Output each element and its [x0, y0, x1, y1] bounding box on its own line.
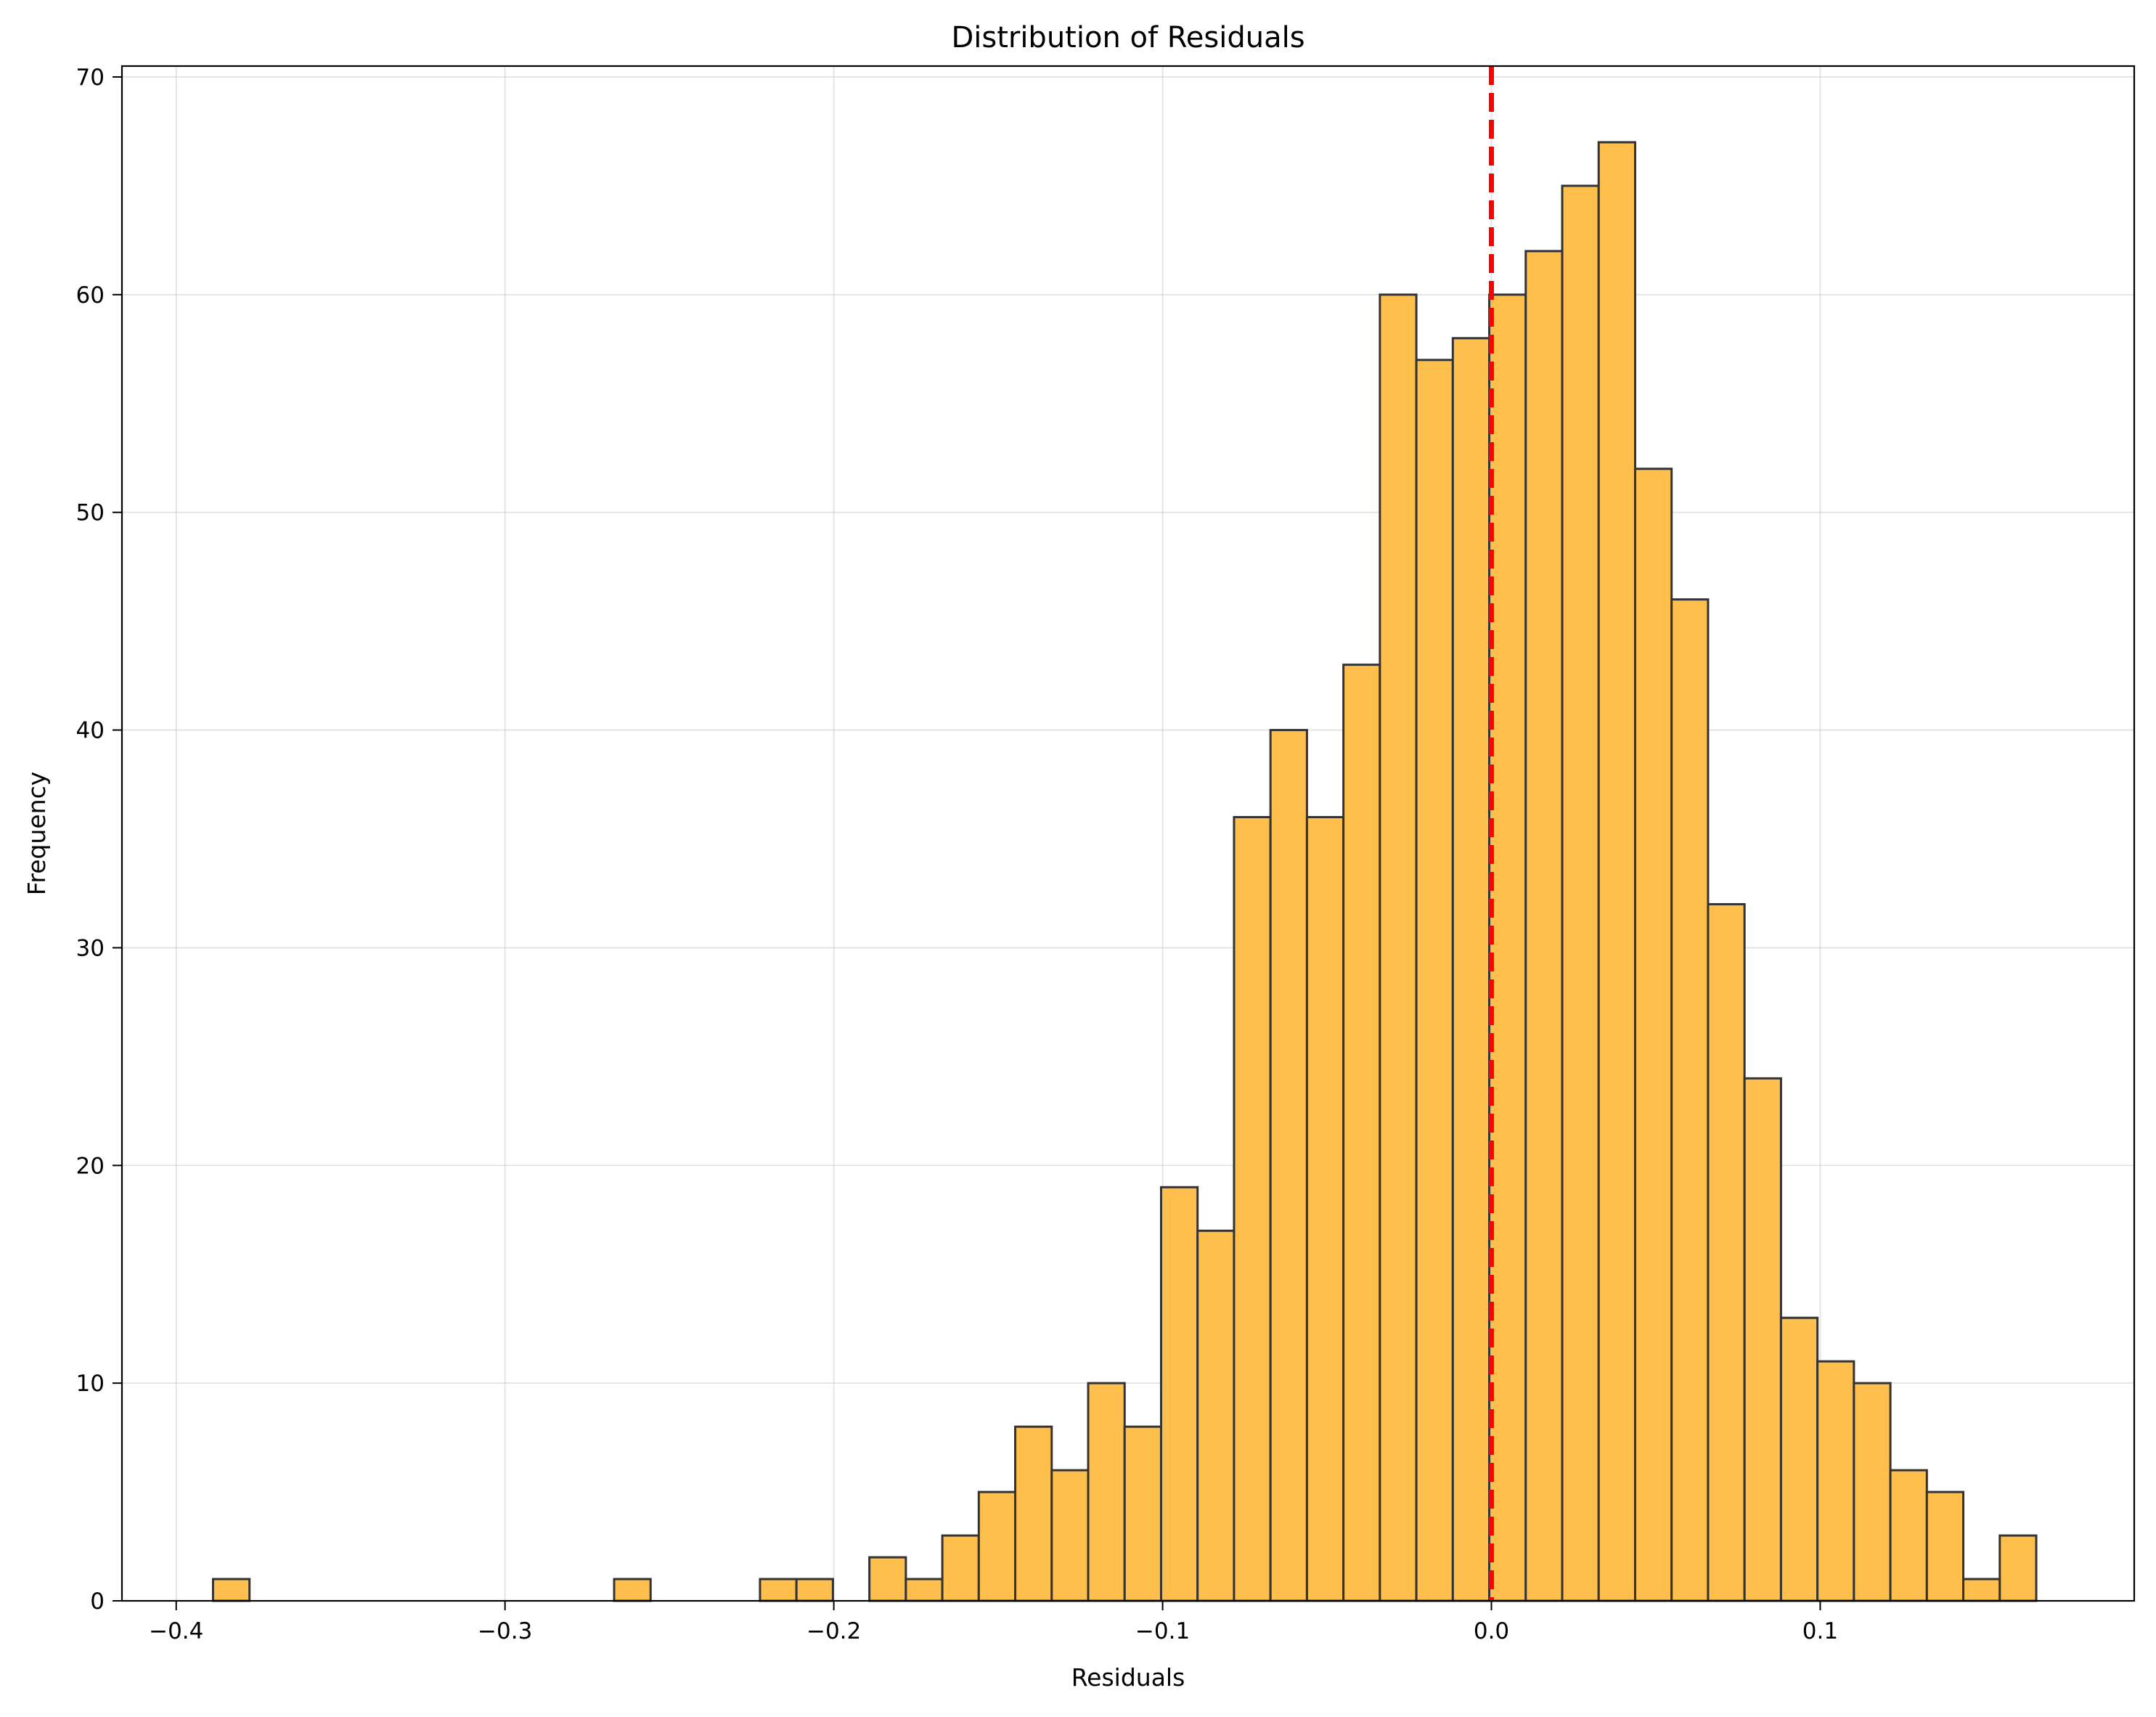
histogram-bar [1670, 598, 1710, 1602]
x-tick-label: −0.3 [478, 1618, 532, 1644]
histogram-bar [1269, 729, 1308, 1602]
y-tick-label: 0 [90, 1588, 105, 1615]
y-axis-title: Frequency [23, 772, 51, 895]
histogram-bar [1050, 1469, 1090, 1602]
histogram-bar [1524, 250, 1564, 1602]
plot-area-frame [121, 65, 2136, 1602]
histogram-bar [1597, 141, 1636, 1602]
x-tick-label: 0.0 [1474, 1618, 1509, 1644]
histogram-bar [1816, 1360, 1855, 1602]
histogram-bar [1925, 1490, 1965, 1602]
histogram-bar [795, 1578, 834, 1602]
grid-lines [122, 66, 2134, 1602]
x-axis-ticks: −0.4 −0.3 −0.2 −0.1 0.0 0.1 [149, 1601, 1838, 1644]
x-tick-label: −0.2 [807, 1618, 861, 1644]
y-tick-label: 50 [76, 500, 105, 526]
histogram-bar [1123, 1425, 1162, 1602]
histogram-bar [1962, 1578, 2001, 1602]
histogram-bar [1633, 468, 1673, 1602]
y-tick-label: 30 [76, 935, 105, 961]
y-tick-label: 10 [76, 1371, 105, 1397]
histogram-bar [1853, 1382, 1892, 1602]
histogram-bar [1889, 1469, 1928, 1602]
histogram-bar [1159, 1186, 1199, 1602]
histogram-bar [1087, 1382, 1126, 1602]
histogram-bar [1743, 1077, 1782, 1602]
histogram-bar [211, 1578, 251, 1602]
y-tick-label: 40 [76, 718, 105, 744]
histogram-bar [905, 1578, 944, 1602]
y-axis-ticks: 0 10 20 30 40 50 60 70 [76, 65, 122, 1615]
histogram-bar [1561, 184, 1600, 1602]
histogram-bar [1488, 293, 1527, 1602]
histogram-bar [1233, 816, 1272, 1602]
histogram-bars [211, 141, 2038, 1602]
histogram-bar [941, 1534, 980, 1602]
x-axis-title: Residuals [1071, 1663, 1185, 1692]
histogram-bar [1196, 1229, 1236, 1602]
histogram-bar [613, 1578, 652, 1602]
chart-title: Distribution of Residuals [951, 21, 1304, 54]
y-tick-label: 20 [76, 1153, 105, 1179]
histogram-bar [1305, 816, 1345, 1602]
histogram-bar [1415, 359, 1454, 1602]
histogram-bar [1707, 902, 1746, 1602]
x-tick-label: −0.4 [149, 1618, 203, 1644]
histogram-bar [1779, 1316, 1819, 1602]
histogram-bar [868, 1556, 907, 1602]
x-tick-label: 0.1 [1802, 1618, 1838, 1644]
y-tick-label: 70 [76, 65, 105, 91]
histogram-bar [1451, 337, 1491, 1602]
y-tick-label: 60 [76, 282, 105, 309]
histogram-bar [1379, 293, 1418, 1602]
histogram-bar [1014, 1425, 1053, 1602]
histogram-bar [977, 1490, 1017, 1602]
x-tick-label: −0.1 [1135, 1618, 1190, 1644]
histogram-bar [1342, 664, 1381, 1602]
histogram-bar [1998, 1534, 2038, 1602]
histogram-bar [759, 1578, 798, 1602]
